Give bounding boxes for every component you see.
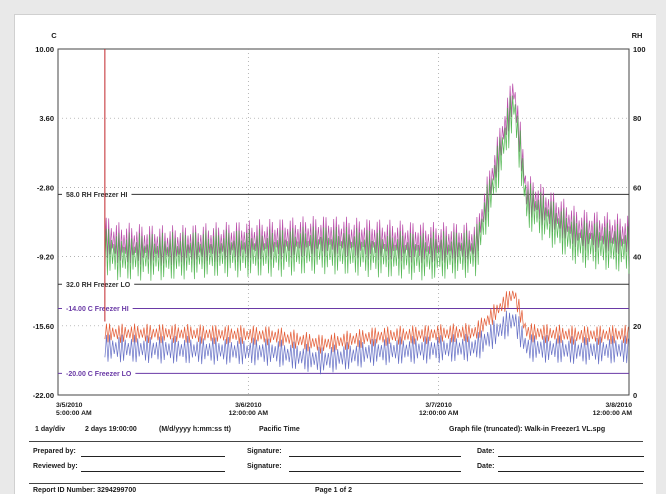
- x-tick-date-label: 3/5/2010: [56, 402, 83, 409]
- footer-divider-top: [29, 441, 643, 442]
- y-left-tick-label: -2.80: [37, 183, 54, 192]
- series-line: [104, 310, 629, 375]
- threshold-label: 58.0 RH Freezer HI: [66, 192, 128, 199]
- span-label: 2 days 19:00:00: [85, 426, 137, 433]
- signature-1-field[interactable]: [289, 456, 461, 457]
- graph-file-label: Graph file (truncated): Walk-in Freezer1…: [449, 426, 606, 433]
- series-line: [104, 95, 630, 281]
- y-left-label: C: [51, 31, 57, 40]
- date-1-label: Date:: [477, 448, 495, 455]
- timezone-label: Pacific Time: [259, 426, 300, 433]
- series-group: [104, 83, 630, 375]
- y-left-tick-label: 10.00: [35, 45, 54, 54]
- y-right-tick-label: 20: [633, 322, 641, 331]
- threshold-label: -20.00 C Freezer LO: [66, 371, 132, 378]
- threshold-label-bg: [62, 189, 132, 199]
- y-left-tick-label: 3.60: [39, 114, 54, 123]
- x-tick-time-label: 12:00:00 AM: [229, 410, 269, 417]
- reviewed-by-field[interactable]: [81, 471, 225, 472]
- y-right-tick-label: 100: [633, 45, 646, 54]
- div-label: 1 day/div: [35, 426, 65, 433]
- y-right-tick-label: 80: [633, 114, 641, 123]
- threshold-label: 32.0 RH Freezer LO: [66, 282, 131, 289]
- x-tick-time-label: 12:00:00 AM: [593, 410, 633, 417]
- y-right-label: RH: [632, 31, 643, 40]
- x-tick-date-label: 3/6/2010: [235, 402, 262, 409]
- threshold-label-bg: [62, 368, 136, 378]
- x-tick-time-label: 5:00:00 AM: [56, 410, 92, 417]
- signature-2-field[interactable]: [289, 471, 461, 472]
- footer-divider-bottom: [29, 483, 643, 484]
- date-2-label: Date:: [477, 463, 495, 470]
- x-tick-time-label: 12:00:00 AM: [419, 410, 459, 417]
- signature-2-label: Signature:: [247, 463, 282, 470]
- y-right-tick-label: 0: [633, 391, 637, 400]
- chart: C RH 10.00 3.60 -2.80 -9.20 -15.60 -22.00 100 80 6…: [33, 31, 646, 417]
- signature-1-label: Signature:: [247, 448, 282, 455]
- date-2-field[interactable]: [498, 471, 644, 472]
- page-label: Page 1 of 2: [315, 487, 352, 494]
- threshold-label-bg: [62, 303, 133, 313]
- report-sheet: C RH 10.00 3.60 -2.80 -9.20 -15.60 -22.00 100 80 6…: [14, 14, 656, 494]
- reviewed-by-label: Reviewed by:: [33, 463, 78, 470]
- y-right-tick-label: 60: [633, 183, 641, 192]
- format-label: (M/d/yyyy h:mm:ss tt): [159, 426, 231, 433]
- y-left-tick-label: -22.00: [33, 391, 54, 400]
- series-line: [104, 290, 629, 354]
- x-tick-date-label: 3/8/2010: [606, 402, 633, 409]
- date-1-field[interactable]: [498, 456, 644, 457]
- x-tick-date-label: 3/7/2010: [425, 402, 452, 409]
- y-left-tick-label: -9.20: [37, 253, 54, 262]
- threshold-label: -14.00 C Freezer HI: [66, 306, 129, 313]
- prepared-by-field[interactable]: [81, 456, 225, 457]
- report-id-label: Report ID Number: 3294299700: [33, 487, 137, 494]
- prepared-by-label: Prepared by:: [33, 448, 76, 455]
- threshold-label-bg: [62, 279, 135, 289]
- y-left-tick-label: -15.60: [33, 322, 54, 331]
- y-right-tick-label: 40: [633, 253, 641, 262]
